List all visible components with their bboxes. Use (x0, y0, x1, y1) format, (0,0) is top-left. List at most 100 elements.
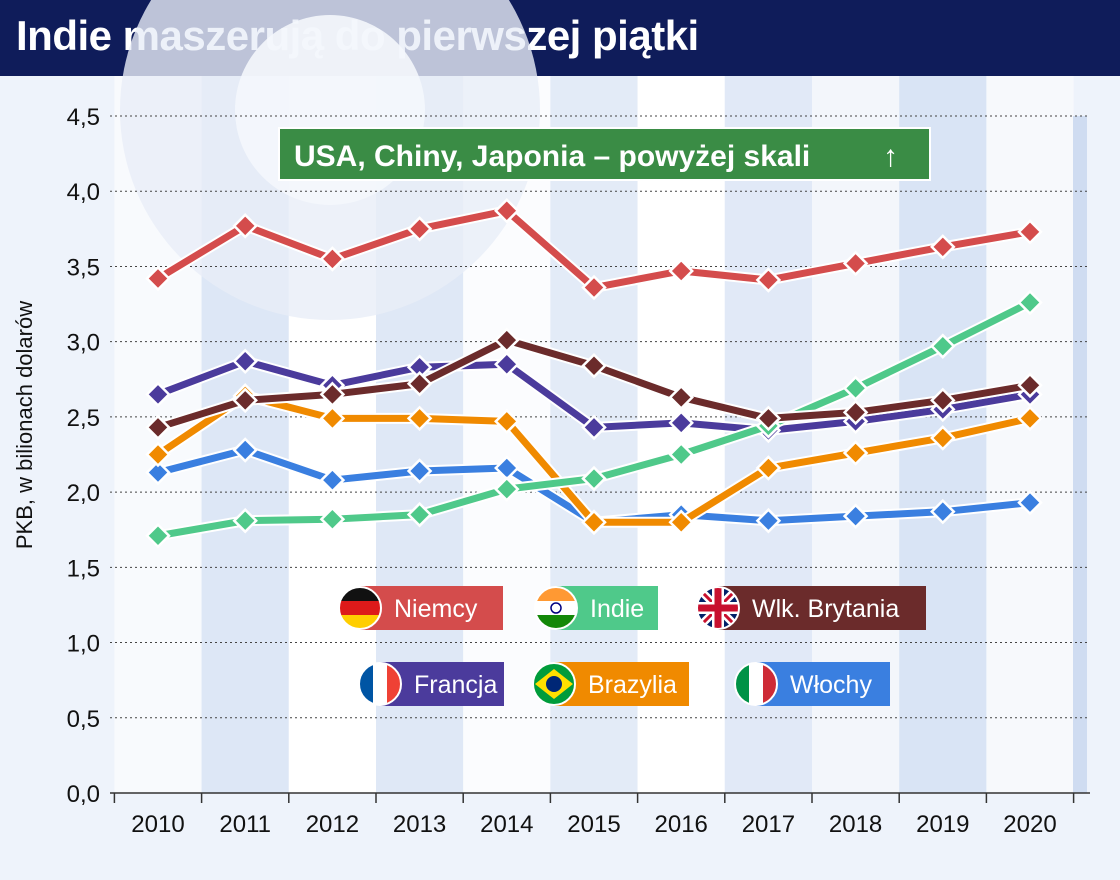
data-point (1017, 372, 1043, 399)
data-point (494, 476, 520, 502)
y-axis: 0,0 0,5 1,0 1,5 2,0 2,5 3,0 3,5 4,0 4,5 (67, 104, 100, 808)
y-tick-label: 4,0 (67, 179, 100, 206)
series-brazylia (145, 383, 1043, 535)
data-point (406, 371, 433, 397)
data-point (319, 506, 346, 532)
data-point (581, 509, 607, 535)
legend-swatch (718, 586, 926, 630)
x-tick-label: 2015 (567, 811, 620, 838)
x-tick-label: 2017 (742, 811, 795, 838)
x-tick-label: 2014 (480, 811, 533, 838)
x-tick-label: 2020 (1003, 811, 1056, 838)
legend-item-uk: Wlk. Brytania (696, 586, 926, 630)
legend-label: Brazylia (588, 671, 677, 699)
legend-item-india: Indie (534, 586, 658, 630)
data-point (581, 352, 607, 379)
y-tick-label: 0,0 (67, 781, 100, 808)
data-point (930, 498, 956, 525)
data-point (668, 410, 694, 436)
legend-swatch (360, 586, 503, 630)
legend-label: Włochy (790, 671, 872, 699)
data-point (494, 198, 520, 224)
y-tick-label: 3,0 (67, 330, 100, 357)
data-point (930, 425, 956, 451)
data-point (232, 213, 258, 239)
x-tick-label: 2010 (131, 811, 184, 838)
data-point (755, 455, 782, 481)
annotation-box: USA, Chiny, Japonia – powyżej skali ↑ (278, 127, 931, 181)
legend-swatch (554, 662, 689, 706)
data-point (668, 384, 694, 411)
data-point (842, 440, 869, 466)
legend-label: Niemcy (394, 595, 478, 623)
x-tick-label: 2012 (306, 811, 359, 838)
data-point (319, 467, 346, 493)
data-point (494, 351, 520, 378)
data-point (581, 465, 607, 492)
legend-label: Indie (590, 595, 644, 623)
x-tick-label: 2018 (829, 811, 882, 838)
data-point (145, 459, 171, 486)
y-tick-label: 1,5 (67, 555, 100, 582)
data-point (232, 507, 258, 534)
x-tick-label: 2011 (219, 811, 271, 838)
x-tick-label: 2013 (393, 811, 446, 838)
data-point (930, 387, 956, 414)
data-point (930, 234, 956, 260)
band-edge (1073, 116, 1087, 793)
y-tick-label: 0,5 (67, 706, 100, 733)
y-tick-label: 4,5 (67, 104, 100, 131)
data-point (755, 507, 782, 534)
data-point (232, 387, 258, 414)
band-2020 (986, 76, 1074, 793)
data-point (406, 405, 433, 432)
legend-label: Francja (414, 671, 497, 699)
series-niemcy (145, 198, 1043, 301)
legend-item-italy: Włochy (734, 662, 890, 706)
legend-item-brazil: Brazylia (532, 662, 689, 706)
data-point (1017, 289, 1043, 316)
series-indie (145, 289, 1043, 549)
flag-uk-icon (696, 586, 740, 630)
data-point (145, 441, 171, 468)
data-point (406, 458, 433, 484)
data-point (842, 503, 869, 529)
data-point (668, 509, 694, 535)
x-tick-label: 2016 (655, 811, 708, 838)
data-point (232, 437, 258, 463)
data-point (406, 501, 433, 528)
data-point (145, 265, 171, 292)
data-point (145, 414, 171, 441)
flag-france-icon (358, 662, 402, 706)
data-point (842, 375, 869, 402)
data-point (842, 399, 869, 426)
flag-india-icon (534, 586, 578, 630)
y-tick-label: 1,0 (67, 631, 100, 658)
data-point (319, 246, 346, 272)
legend-item-france: Francja (358, 662, 504, 706)
data-point (145, 522, 171, 549)
y-tick-label: 3,5 (67, 254, 100, 281)
data-point (668, 441, 694, 468)
data-point (581, 414, 607, 441)
data-point (406, 216, 433, 242)
data-point (145, 381, 171, 408)
data-point (319, 405, 346, 432)
data-point (232, 348, 258, 374)
x-tick-label: 2019 (916, 811, 969, 838)
y-tick-label: 2,5 (67, 405, 100, 432)
legend-item-germany: Niemcy (338, 586, 503, 630)
legend-label: Wlk. Brytania (752, 595, 899, 623)
y-tick-label: 2,0 (67, 480, 100, 507)
grid-lines (110, 115, 1090, 719)
data-point (1017, 219, 1043, 245)
series-group (145, 198, 1043, 549)
data-point (668, 258, 694, 284)
data-point (755, 267, 782, 293)
data-point (1017, 405, 1043, 432)
data-point (842, 250, 869, 277)
data-point (494, 327, 520, 353)
data-point (755, 405, 782, 432)
series-wlk-brytania (145, 327, 1043, 441)
